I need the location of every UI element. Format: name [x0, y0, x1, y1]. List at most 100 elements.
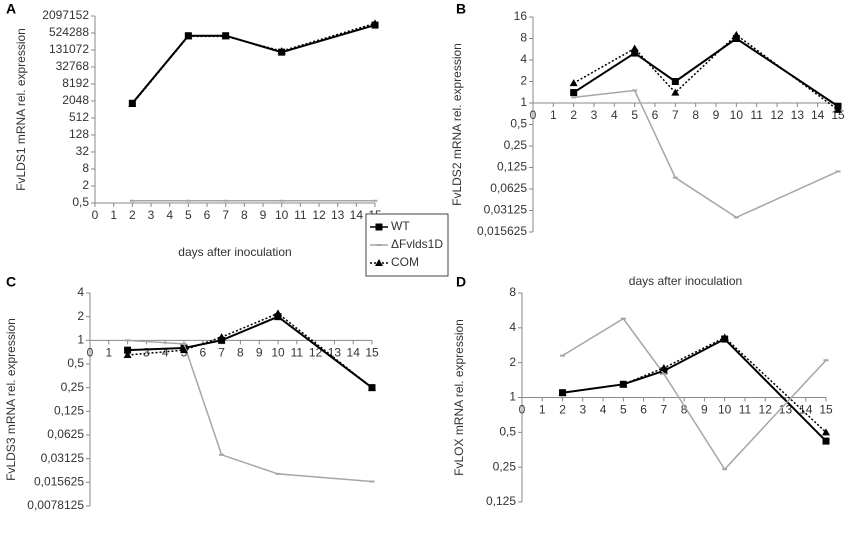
x-tick-label: 14: [350, 208, 364, 222]
y-tick-label: 131072: [49, 42, 89, 56]
y-tick-label: 16: [514, 9, 528, 23]
y-tick-label: 0,25: [504, 138, 528, 152]
marker: [275, 472, 281, 475]
x-tick-label: 11: [291, 346, 304, 360]
x-tick-label: 7: [661, 403, 668, 417]
x-tick-label: 3: [579, 403, 586, 417]
y-tick-label: 8: [509, 285, 516, 299]
y-tick-label: 0,125: [486, 494, 516, 508]
legend-label: WT: [391, 219, 410, 233]
y-tick-label: 32: [76, 144, 90, 158]
marker: [277, 47, 286, 55]
marker: [279, 199, 285, 202]
x-tick-label: 4: [611, 108, 618, 122]
y-tick-label: 0,5: [499, 425, 516, 439]
y-axis-label: FvLDS1 mRNA rel. expression: [14, 28, 28, 191]
y-tick-label: 0,125: [54, 404, 84, 418]
x-tick-label: 7: [222, 208, 229, 222]
x-tick-label: 6: [652, 108, 659, 122]
y-tick-label: 524288: [49, 25, 89, 39]
marker: [274, 309, 282, 317]
marker: [218, 336, 226, 344]
x-tick-label: 12: [312, 208, 326, 222]
x-tick-label: 12: [759, 403, 773, 417]
x-tick-label: 5: [185, 208, 192, 222]
marker: [125, 339, 131, 342]
marker: [371, 19, 379, 27]
x-tick-label: 10: [271, 346, 285, 360]
marker: [128, 100, 137, 108]
x-tick-label: 15: [365, 346, 379, 360]
panel-letter: B: [456, 1, 466, 17]
y-tick-label: 4: [520, 52, 527, 66]
marker: [619, 380, 628, 388]
marker: [368, 383, 376, 391]
y-tick-label: 4: [77, 285, 84, 299]
y-tick-label: 2097152: [42, 8, 89, 22]
x-tick-label: 1: [110, 208, 117, 222]
x-tick-label: 1: [539, 403, 546, 417]
marker: [570, 89, 578, 97]
x-tick-label: 3: [591, 108, 598, 122]
marker: [372, 199, 378, 202]
x-tick-label: 9: [256, 346, 263, 360]
y-tick-label: 0,015625: [477, 224, 527, 238]
x-tick-label: 0: [530, 108, 537, 122]
x-tick-label: 6: [640, 403, 647, 417]
x-tick-label: 13: [331, 208, 345, 222]
x-tick-label: 6: [199, 346, 206, 360]
marker: [560, 354, 566, 357]
x-tick-label: 10: [730, 108, 744, 122]
marker: [558, 388, 567, 396]
y-tick-label: 8: [82, 161, 89, 175]
y-tick-label: 0,25: [61, 380, 85, 394]
x-tick-label: 13: [791, 108, 805, 122]
marker: [661, 372, 667, 375]
marker: [720, 333, 729, 341]
marker: [722, 468, 728, 471]
marker: [181, 342, 187, 345]
y-tick-label: 0,015625: [34, 475, 84, 489]
y-tick-label: 0,25: [493, 459, 517, 473]
x-tick-label: 0: [519, 403, 526, 417]
legend-label: ΔFvlds1D: [391, 237, 443, 251]
marker: [631, 49, 639, 57]
marker: [632, 89, 638, 92]
y-tick-label: 0,03125: [41, 451, 85, 465]
marker: [217, 333, 226, 341]
marker: [671, 88, 680, 96]
x-tick-label: 8: [681, 403, 688, 417]
y-tick-label: 0,5: [510, 117, 527, 131]
x-tick-label: 3: [143, 346, 150, 360]
x-tick-label: 7: [218, 346, 225, 360]
y-tick-label: 0,5: [67, 356, 84, 370]
x-tick-label: 8: [241, 208, 248, 222]
x-tick-label: 3: [148, 208, 155, 222]
marker: [274, 313, 282, 321]
panel-letter: D: [456, 274, 466, 290]
marker: [834, 105, 842, 113]
x-tick-label: 10: [718, 403, 732, 417]
y-tick-label: 1: [509, 390, 516, 404]
y-tick-label: 0,0625: [47, 427, 84, 441]
y-tick-label: 0,0078125: [27, 498, 84, 512]
marker: [620, 317, 626, 320]
x-axis-label: days after inoculation: [629, 274, 742, 288]
x-tick-label: 14: [811, 108, 825, 122]
marker: [123, 351, 132, 359]
y-tick-label: 0,0625: [490, 181, 527, 195]
marker: [185, 199, 191, 202]
x-tick-label: 11: [294, 208, 307, 222]
marker: [219, 453, 225, 456]
x-tick-label: 2: [559, 403, 566, 417]
marker: [835, 170, 841, 173]
marker: [822, 437, 830, 445]
x-tick-label: 8: [692, 108, 699, 122]
series-line: [562, 317, 827, 471]
y-tick-label: 512: [69, 110, 89, 124]
y-tick-label: 2: [77, 309, 84, 323]
marker: [124, 346, 132, 354]
y-axis-label: FvLDS3 mRNA rel. expression: [4, 318, 18, 481]
x-axis-label: days after inoculation: [178, 245, 291, 259]
y-tick-label: 8192: [62, 76, 89, 90]
